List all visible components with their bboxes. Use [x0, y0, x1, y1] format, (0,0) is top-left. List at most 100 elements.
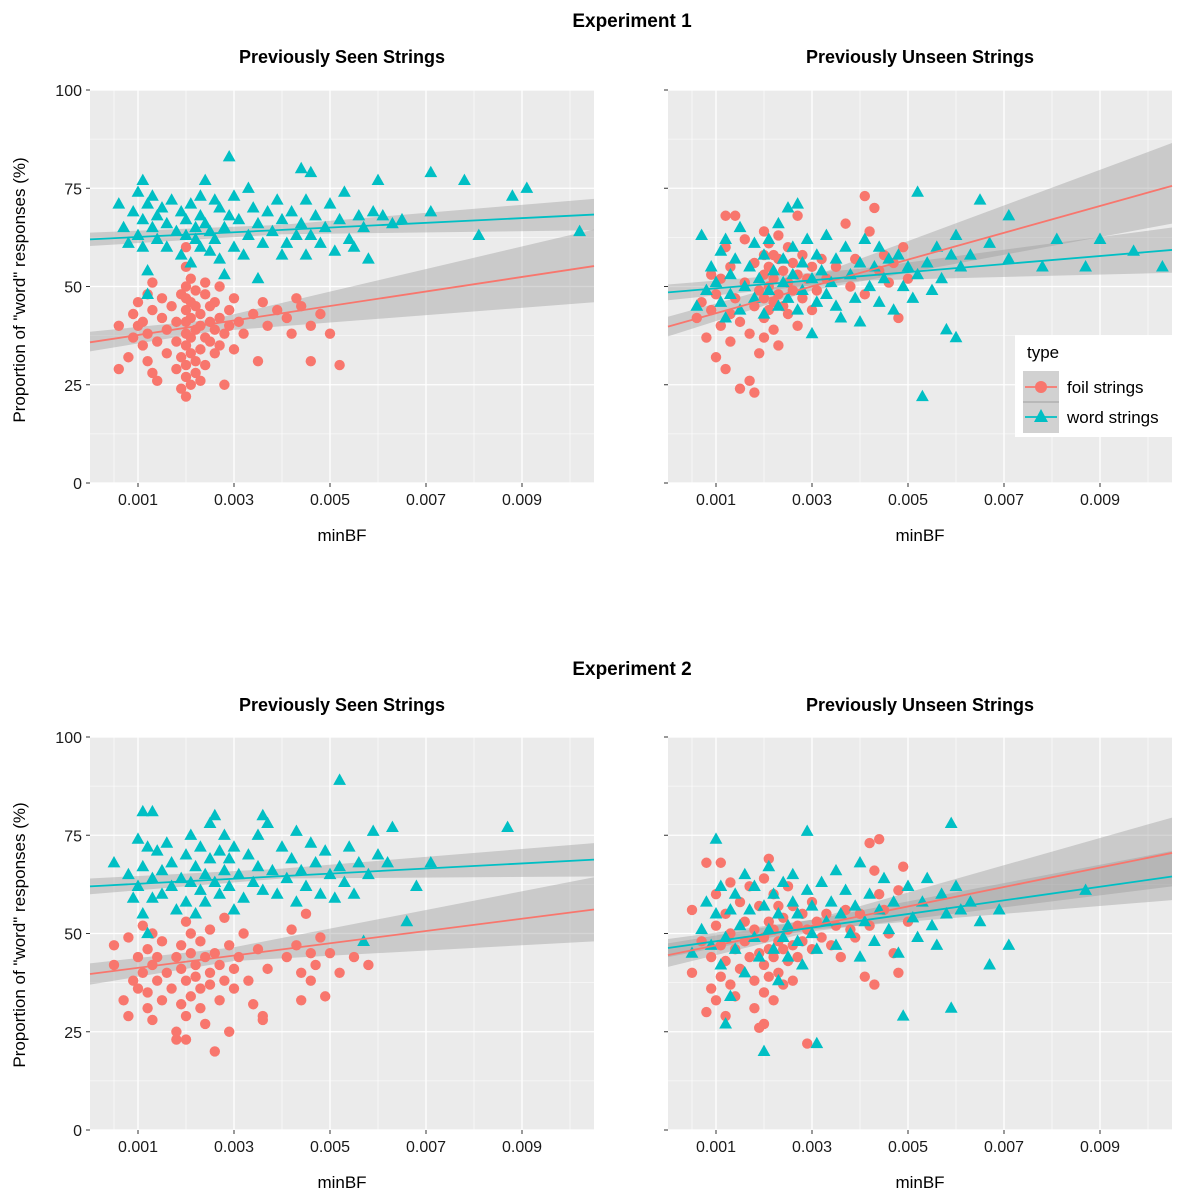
panel-3-point-foil — [324, 947, 336, 959]
panel-1-point-foil — [315, 308, 326, 320]
panel-2-x-tick-label: 0.007 — [984, 492, 1024, 509]
panel-2-point-foil — [706, 269, 717, 280]
panel-2-point-foil — [720, 210, 731, 221]
panel-4-point-word — [728, 942, 742, 954]
panel-2-point-word — [805, 326, 819, 339]
panel-3-point-foil — [142, 944, 153, 955]
panel-1-point-foil — [171, 316, 182, 328]
panel-1-point-word — [165, 193, 178, 205]
panel-1-point-foil — [180, 340, 192, 351]
panel-1-point-word — [189, 232, 202, 244]
panel-3-point-word — [290, 824, 303, 836]
panel-1-point-foil — [161, 324, 172, 335]
panel-4-x-tick-label: 0.001 — [696, 1139, 736, 1156]
panel-2-trend-line-word — [667, 249, 1173, 294]
panel-4-point-word — [896, 1009, 910, 1021]
panel-4-point-word — [944, 816, 958, 829]
panel-1-point-word — [304, 228, 318, 241]
panel-3-point-foil — [156, 936, 168, 947]
panel-3-point-foil — [152, 951, 163, 963]
panel-3-point-word — [174, 871, 188, 884]
panel-3-point-word — [357, 934, 370, 946]
panel-3-point-word — [256, 808, 270, 821]
panel-2-point-word — [973, 193, 987, 205]
panel-2-point-foil — [715, 320, 726, 331]
panel-1-point-foil — [195, 308, 206, 320]
panel-2-point-foil — [725, 261, 736, 273]
panel-3-point-foil — [228, 983, 240, 994]
panel-3-point-word — [198, 867, 212, 880]
panel-2-point-word — [920, 256, 934, 268]
panel-3-trend-line-word — [89, 858, 595, 888]
panel-2-point-word — [820, 228, 833, 241]
panel-2-point-foil — [706, 304, 717, 316]
panel-4-point-word — [935, 887, 948, 899]
panel-1-point-word — [323, 197, 337, 209]
panel-2-point-foil — [710, 352, 722, 363]
panel-3-point-word — [386, 820, 399, 832]
legend-marker-word — [1034, 409, 1048, 422]
panel-3-point-foil — [128, 975, 139, 986]
panel-4-point-foil — [725, 979, 736, 990]
panel-4-point-foil — [874, 889, 885, 900]
panel-3-point-foil — [195, 983, 206, 994]
panel-1-point-foil — [185, 273, 196, 284]
panel-1-point-word — [472, 228, 486, 241]
panel-2-x-tick-label: 0.003 — [792, 492, 832, 509]
panel-3-point-word — [213, 887, 226, 899]
panel-4-point-foil — [893, 885, 904, 896]
panel-1-point-word — [146, 220, 159, 233]
panel-1-point-foil — [190, 355, 201, 367]
panel-1-point-foil — [128, 308, 139, 320]
panel-1-point-word — [146, 189, 159, 201]
panel-4-trend-line-foil — [667, 852, 1173, 956]
panel-1-point-foil — [233, 316, 244, 328]
panel-3-point-word — [290, 895, 303, 907]
panel-4-point-word — [805, 926, 819, 939]
panel-1-point-word — [227, 240, 241, 252]
panel-4-point-word — [834, 907, 848, 919]
panel-1-point-word — [208, 232, 222, 244]
panel-1-point-foil — [166, 300, 177, 312]
panel-3-point-word — [150, 844, 164, 856]
panel-1-point-foil — [214, 312, 225, 324]
panel-1-y-tick-label: 100 — [55, 83, 82, 100]
panel-1-point-word — [155, 201, 169, 213]
panel-4-point-word — [853, 950, 867, 962]
panel-2-point-word — [853, 256, 867, 268]
panel-4-point-word — [781, 950, 795, 962]
panel-2-point-word — [719, 232, 732, 244]
panel-1-point-foil — [324, 328, 336, 339]
panel-1-point-word — [194, 189, 207, 201]
panel-3-point-word — [400, 914, 414, 927]
panel-1-point-word — [294, 161, 308, 174]
panel-2-point-word — [1156, 260, 1169, 272]
panel-3-point-word — [189, 859, 202, 872]
panel-4-point-word — [776, 930, 790, 943]
panel-2-point-foil — [859, 190, 870, 202]
panel-3-point-foil — [209, 947, 220, 959]
panel-1-title: Previously Seen Strings — [239, 47, 445, 67]
panel-1-point-word — [366, 205, 380, 217]
panel-2-point-word — [1002, 252, 1016, 264]
panel-1-point-foil — [156, 293, 168, 304]
panel-1-point-foil — [180, 304, 192, 316]
panel-3-point-foil — [348, 951, 360, 963]
panel-3-point-word — [256, 883, 270, 895]
panel-2-x-axis-label: minBF — [895, 526, 944, 545]
panel-1-point-word — [136, 212, 150, 225]
panel-3-point-word — [227, 903, 241, 915]
panel-2-point-foil — [797, 249, 808, 261]
panel-1-point-word — [150, 232, 164, 244]
panel-3-point-word — [501, 820, 514, 832]
panel-2: Previously Unseen Strings 0.001 0.003 0.005… — [664, 47, 1173, 545]
panel-2-point-word — [733, 220, 747, 233]
panel-3-point-word — [203, 816, 217, 829]
panel-3-point-word — [333, 773, 346, 785]
panel-1-point-word — [347, 240, 361, 252]
panel-4-point-word — [738, 966, 752, 978]
panel-1-point-word — [198, 216, 212, 229]
panel-1-point-word — [299, 248, 313, 260]
panel-4-point-word — [892, 946, 905, 958]
panel-2-point-word — [896, 279, 910, 292]
